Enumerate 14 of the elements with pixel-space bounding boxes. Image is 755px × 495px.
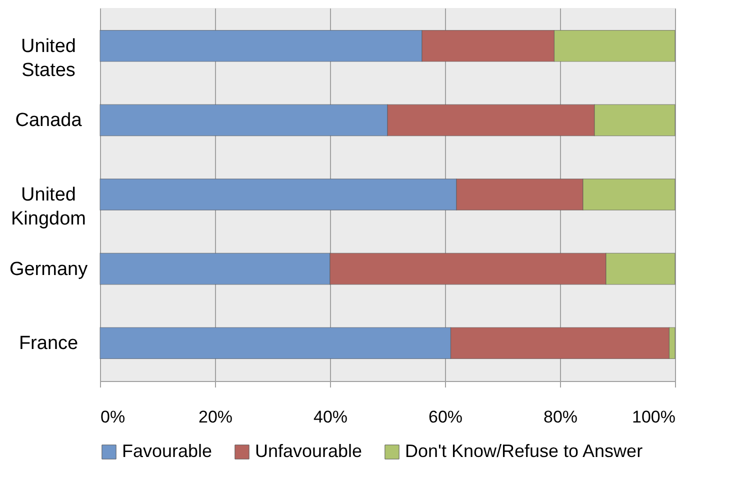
x-tick-label: 40% xyxy=(313,408,348,426)
y-tick-label: United States xyxy=(21,36,76,81)
y-tick-label: France xyxy=(18,333,78,354)
y-tick-label: Germany xyxy=(9,258,88,280)
x-tick-label: 20% xyxy=(198,408,233,426)
legend-label: Unfavourable xyxy=(255,441,362,461)
legend-label: Favourable xyxy=(122,441,212,461)
x-tick-label: 60% xyxy=(428,408,463,426)
x-tick-label: 100% xyxy=(632,408,676,426)
y-tick-label: Canada xyxy=(15,110,82,132)
y-tick-label: United Kingdom xyxy=(11,184,86,230)
x-tick-label: 80% xyxy=(543,408,578,426)
x-tick-label: 0% xyxy=(100,408,126,426)
legend-label: Don't Know/Refuse to Answer xyxy=(405,441,643,461)
